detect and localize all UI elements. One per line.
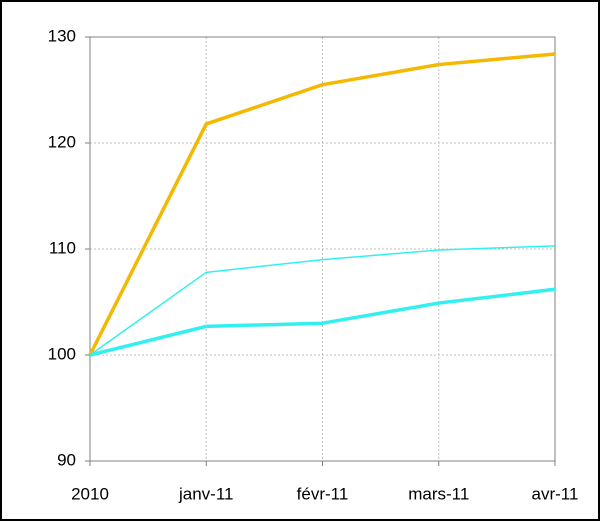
- x-tick-label: mars-11: [408, 484, 469, 503]
- series-line: [88, 52, 556, 356]
- y-tick-label: 90: [57, 450, 76, 469]
- x-tick-label: avr-11: [532, 484, 579, 503]
- x-tick-label: févr-11: [297, 484, 349, 503]
- y-tick-label: 110: [49, 238, 76, 257]
- y-tick-label: 130: [48, 26, 76, 45]
- series-line: [89, 287, 556, 357]
- series-line: [89, 245, 556, 356]
- x-tick-label: 2010: [71, 484, 109, 503]
- x-tick-label: janv-11: [178, 484, 234, 503]
- y-tick-label: 100: [48, 344, 76, 363]
- plot-border: [89, 36, 556, 462]
- y-tick-label: 120: [48, 132, 76, 151]
